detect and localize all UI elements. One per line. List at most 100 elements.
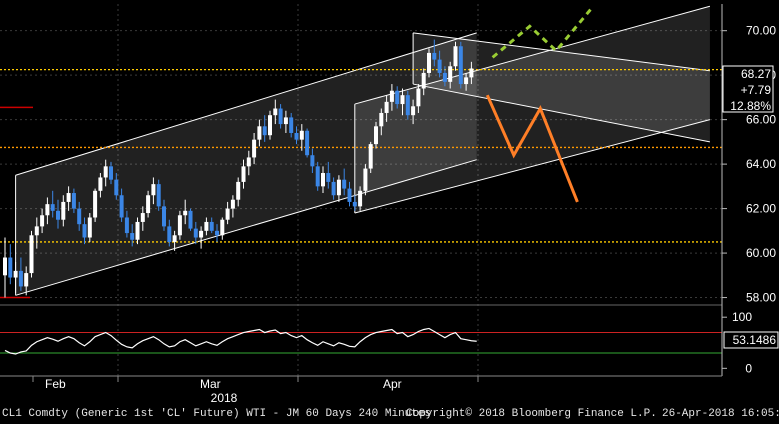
candle-body — [71, 193, 76, 209]
candle-body — [140, 213, 145, 222]
candle-body — [183, 210, 188, 216]
candle-body — [236, 181, 241, 200]
candle-body — [299, 130, 304, 140]
candle-body — [331, 181, 336, 196]
last-price-value: 68.27 — [741, 67, 771, 81]
candle-body — [61, 201, 66, 220]
candle-body — [453, 46, 458, 67]
candle-body — [389, 90, 394, 102]
candle-body — [225, 208, 230, 220]
candle-body — [448, 66, 453, 82]
candle-body — [347, 188, 352, 202]
candle-body — [40, 215, 45, 227]
candle-body — [352, 201, 357, 207]
candle-body — [3, 257, 7, 276]
candle-body — [151, 184, 156, 196]
channel-upper-line-projected — [413, 32, 710, 72]
last-price-callout: 68.27 +7.79 12.88% — [722, 65, 774, 113]
candle-body — [278, 108, 283, 125]
candle-body — [379, 112, 384, 127]
candle-body — [24, 273, 29, 287]
candlestick-series — [3, 39, 474, 298]
candle-body — [273, 108, 278, 116]
candle-body — [315, 166, 320, 187]
candle-body — [77, 208, 82, 225]
timestamp-text: 26-Apr-2018 16:05:11 — [662, 408, 779, 420]
candle-body — [109, 166, 113, 180]
candle-body — [177, 215, 182, 236]
rsi-value-callout: 53.1486 — [723, 331, 779, 349]
candle-body — [321, 173, 325, 187]
candle-body — [305, 130, 310, 156]
candle-body — [119, 195, 124, 218]
candle-body — [199, 230, 204, 238]
candle-body — [215, 230, 219, 236]
candle-body — [469, 68, 474, 78]
rsi-last-value: 53.1486 — [733, 333, 777, 347]
candle-body — [310, 155, 315, 167]
chart-axes: 58.0060.0062.0064.0066.0068.0070.000100F… — [0, 4, 779, 405]
candle-body — [294, 132, 299, 140]
candle-body — [98, 177, 103, 191]
candle-body — [342, 179, 347, 189]
candle-body — [458, 46, 463, 85]
candle-body — [66, 193, 71, 202]
price-change-pct-value: 12.88% — [730, 99, 771, 113]
rsi-tick-label: 0 — [745, 361, 752, 375]
candle-body — [167, 226, 172, 242]
projection-bullish — [491, 5, 595, 59]
candle-body — [257, 126, 262, 140]
x-tick-label: Apr — [383, 377, 402, 391]
candle-body — [103, 166, 108, 178]
price-change-value: +7.79 — [741, 83, 772, 97]
candle-body — [124, 217, 129, 234]
candle-body — [87, 217, 92, 238]
candle-body — [246, 157, 251, 167]
rsi-callout-box — [723, 331, 779, 349]
y-tick-label: 60.00 — [746, 246, 776, 260]
y-tick-label: 64.00 — [746, 157, 776, 171]
candle-body — [241, 166, 246, 182]
candle-body — [326, 173, 331, 182]
y-tick-label: 58.00 — [746, 291, 776, 305]
security-description: CL1 Comdty (Generic 1st 'CL' Future) WTI… — [2, 408, 432, 420]
channel-fill-upper — [15, 32, 477, 296]
projection-bearish — [485, 94, 579, 203]
candle-body — [464, 77, 469, 85]
candle-body — [8, 257, 13, 278]
candle-body — [146, 195, 151, 214]
candle-body — [172, 235, 177, 242]
y-tick-label: 66.00 — [746, 113, 776, 127]
candle-body — [162, 206, 166, 227]
candle-body — [262, 126, 267, 136]
candle-body — [411, 106, 416, 116]
channel-fill-projected — [413, 32, 710, 142]
candle-body — [93, 190, 98, 218]
candle-body — [220, 219, 225, 236]
candle-body — [230, 199, 235, 209]
channel-lower-line-upper — [15, 159, 477, 296]
rsi-tick-label: 100 — [732, 310, 752, 324]
candle-body — [416, 88, 421, 107]
candle-body — [405, 95, 410, 116]
candle-body — [188, 210, 193, 229]
x-tick-label: Mar — [200, 377, 221, 391]
candle-body — [400, 95, 405, 105]
y-tick-label: 70.00 — [746, 24, 776, 38]
candle-body — [432, 52, 437, 60]
candle-body — [336, 179, 341, 196]
candle-body — [130, 233, 135, 240]
candle-body — [268, 115, 272, 136]
rsi-line — [4, 327, 477, 355]
channel-upper-line-upper — [15, 32, 477, 176]
candle-body — [437, 59, 442, 73]
channel-lower-line-extension — [354, 119, 711, 214]
candle-body — [18, 270, 23, 287]
candle-body — [442, 72, 447, 82]
callout-box — [722, 65, 774, 113]
copyright-text: Copyright© 2018 Bloomberg Finance L.P. — [406, 408, 657, 420]
candle-body — [283, 117, 288, 125]
candle-body — [204, 221, 209, 231]
candle-body — [135, 221, 140, 240]
